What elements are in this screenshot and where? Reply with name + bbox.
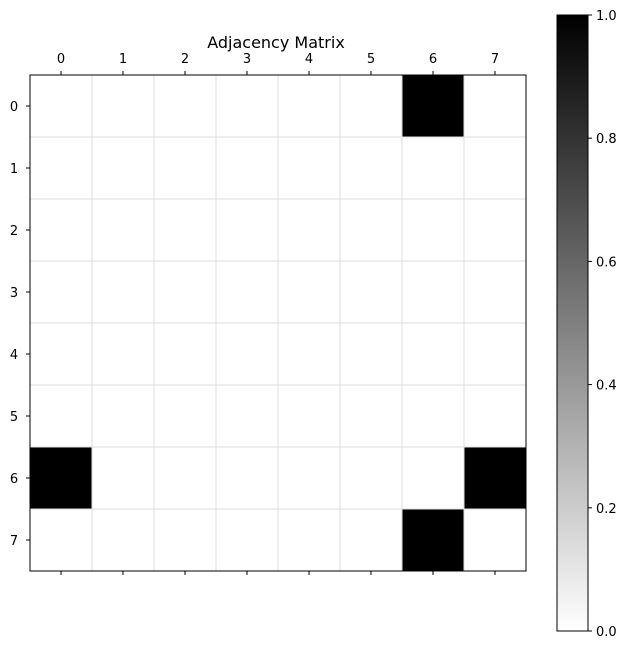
colorbar-tick-label-5: 1.0 <box>596 9 617 24</box>
heatmap-cell-4-2 <box>154 323 216 385</box>
heatmap-cell-2-0 <box>30 199 92 261</box>
heatmap-cell-3-6 <box>402 261 464 323</box>
heatmap-cell-1-3 <box>216 137 278 199</box>
heatmap-cell-6-0 <box>30 447 92 509</box>
y-tick-label-6: 6 <box>10 472 18 487</box>
heatmap-cell-3-2 <box>154 261 216 323</box>
colorbar: 0.0 0.2 0.4 0.6 0.8 1.0 <box>556 9 617 640</box>
heatmap-cell-6-3 <box>216 447 278 509</box>
heatmap-cell-6-2 <box>154 447 216 509</box>
heatmap-cell-3-1 <box>92 261 154 323</box>
heatmap-cell-3-3 <box>216 261 278 323</box>
heatmap-cell-2-3 <box>216 199 278 261</box>
heatmap-cell-5-3 <box>216 385 278 447</box>
x-tick-label-6: 6 <box>429 52 437 67</box>
heatmap-cell-5-5 <box>340 385 402 447</box>
x-tick-label-4: 4 <box>305 52 313 67</box>
heatmap-cell-1-7 <box>464 137 526 199</box>
heatmap-grid <box>30 75 526 571</box>
heatmap-cell-0-5 <box>340 75 402 137</box>
heatmap-cell-0-0 <box>30 75 92 137</box>
heatmap-cell-7-5 <box>340 509 402 571</box>
chart-title: Adjacency Matrix <box>207 33 345 52</box>
heatmap-cell-2-6 <box>402 199 464 261</box>
heatmap-cell-7-2 <box>154 509 216 571</box>
heatmap-cell-3-0 <box>30 261 92 323</box>
plot-frame <box>29 74 527 572</box>
heatmap-cell-0-1 <box>92 75 154 137</box>
y-tick-label-5: 5 <box>10 410 18 425</box>
heatmap-cell-5-7 <box>464 385 526 447</box>
x-tick-label-0: 0 <box>57 52 65 67</box>
colorbar-tick-label-3: 0.6 <box>596 255 617 270</box>
heatmap-cell-0-6 <box>402 75 464 137</box>
y-tick-label-2: 2 <box>10 224 18 239</box>
heatmap-cell-7-6 <box>402 509 464 571</box>
heatmap-cell-2-4 <box>278 199 340 261</box>
heatmap-cell-6-4 <box>278 447 340 509</box>
y-tick-label-1: 1 <box>10 162 18 177</box>
heatmap-cell-1-5 <box>340 137 402 199</box>
y-tick-label-0: 0 <box>10 100 18 115</box>
x-tick-label-2: 2 <box>181 52 189 67</box>
heatmap-cell-1-2 <box>154 137 216 199</box>
heatmap-cell-5-4 <box>278 385 340 447</box>
heatmap-cell-3-4 <box>278 261 340 323</box>
heatmap-cell-5-2 <box>154 385 216 447</box>
y-tick-label-3: 3 <box>10 286 18 301</box>
heatmap-cell-2-5 <box>340 199 402 261</box>
heatmap-cell-5-0 <box>30 385 92 447</box>
heatmap-cell-3-7 <box>464 261 526 323</box>
x-tick-label-5: 5 <box>367 52 375 67</box>
heatmap-cell-6-7 <box>464 447 526 509</box>
heatmap-cell-6-1 <box>92 447 154 509</box>
heatmap-cell-2-2 <box>154 199 216 261</box>
heatmap-cell-4-6 <box>402 323 464 385</box>
colorbar-gradient <box>556 14 589 632</box>
colorbar-tick-label-2: 0.4 <box>596 379 617 394</box>
heatmap-cell-4-0 <box>30 323 92 385</box>
x-tick-label-3: 3 <box>243 52 251 67</box>
heatmap-cell-4-7 <box>464 323 526 385</box>
heatmap-cell-0-4 <box>278 75 340 137</box>
x-tick-label-7: 7 <box>491 52 499 67</box>
heatmap-cells <box>30 75 526 571</box>
heatmap-cell-2-7 <box>464 199 526 261</box>
heatmap-cell-5-6 <box>402 385 464 447</box>
heatmap-cell-7-1 <box>92 509 154 571</box>
heatmap-cell-0-2 <box>154 75 216 137</box>
heatmap-cell-1-0 <box>30 137 92 199</box>
heatmap-cell-4-4 <box>278 323 340 385</box>
colorbar-tick-label-0: 0.0 <box>596 625 617 640</box>
colorbar-ticks: 0.0 0.2 0.4 0.6 0.8 1.0 <box>588 9 617 640</box>
heatmap-cell-4-5 <box>340 323 402 385</box>
heatmap-cell-6-5 <box>340 447 402 509</box>
heatmap-cell-7-0 <box>30 509 92 571</box>
colorbar-tick-label-1: 0.2 <box>596 502 617 517</box>
heatmap-plot: 0 1 2 3 4 5 6 7 0 1 2 3 4 5 6 7 <box>10 52 527 575</box>
heatmap-cell-1-4 <box>278 137 340 199</box>
heatmap-cell-2-1 <box>92 199 154 261</box>
heatmap-cell-6-6 <box>402 447 464 509</box>
heatmap-cell-1-6 <box>402 137 464 199</box>
x-tick-label-1: 1 <box>119 52 127 67</box>
heatmap-cell-1-1 <box>92 137 154 199</box>
heatmap-cell-0-7 <box>464 75 526 137</box>
heatmap-cell-0-3 <box>216 75 278 137</box>
axis-ticks: 0 1 2 3 4 5 6 7 0 1 2 3 4 5 6 7 <box>10 52 499 575</box>
heatmap-cell-4-1 <box>92 323 154 385</box>
heatmap-cell-7-3 <box>216 509 278 571</box>
y-tick-label-4: 4 <box>10 348 18 363</box>
colorbar-tick-label-4: 0.8 <box>596 132 617 147</box>
heatmap-cell-7-4 <box>278 509 340 571</box>
heatmap-cell-7-7 <box>464 509 526 571</box>
heatmap-cell-3-5 <box>340 261 402 323</box>
y-tick-label-7: 7 <box>10 534 18 549</box>
heatmap-cell-4-3 <box>216 323 278 385</box>
heatmap-cell-5-1 <box>92 385 154 447</box>
